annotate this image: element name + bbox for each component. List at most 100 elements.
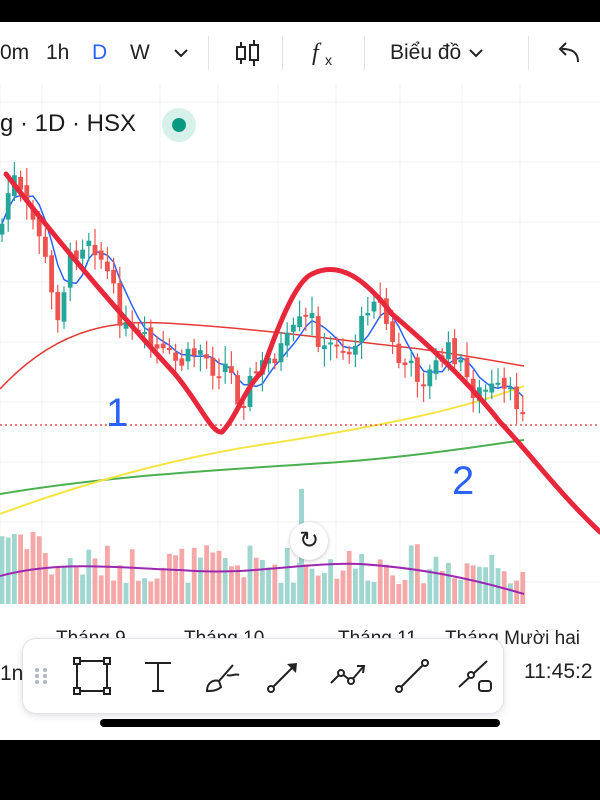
volume-bar — [0, 536, 5, 604]
candle-body — [291, 324, 296, 332]
market-status-indicator[interactable] — [162, 108, 196, 142]
volume-bar — [55, 567, 61, 604]
volume-bar — [260, 560, 265, 604]
volume-bar — [92, 558, 98, 604]
volume-bar — [477, 566, 482, 604]
symbol-info[interactable]: g · 1D · HSX — [0, 110, 137, 137]
interval-week[interactable]: W — [130, 41, 150, 64]
candle-body — [61, 292, 67, 322]
candle-body — [297, 316, 302, 328]
candle-body — [452, 338, 457, 365]
volume-bar — [322, 572, 327, 604]
candle-body — [80, 249, 85, 259]
toolbar-divider — [528, 36, 529, 70]
volume-bar — [30, 531, 36, 604]
undo-button[interactable] — [554, 38, 582, 68]
interval-day[interactable]: D — [92, 41, 108, 64]
candle-body — [402, 362, 408, 366]
interval-0m[interactable]: 0m — [0, 41, 30, 64]
volume-bar — [508, 583, 513, 604]
candle-body — [334, 344, 340, 347]
price-chart[interactable]: 1 2 g · 1D · HSX ↻ Tháng 9 Tháng 10 Thán… — [0, 84, 600, 649]
candle-body — [353, 345, 358, 355]
candle-body — [0, 223, 5, 235]
path-icon — [330, 665, 366, 685]
arrow-icon — [267, 663, 297, 693]
reset-chart-button[interactable]: ↻ — [290, 522, 328, 560]
candle-body — [483, 389, 488, 392]
rectangle-icon — [73, 657, 111, 695]
volume-bar — [198, 557, 203, 604]
brush-tool[interactable] — [199, 653, 245, 699]
candle-body — [198, 350, 203, 355]
candle-body — [415, 357, 420, 382]
grid-lines — [0, 84, 600, 604]
hand-drawn-trend-line — [3, 171, 600, 535]
candle-body — [49, 255, 54, 293]
ma-yellow-line — [0, 385, 525, 515]
candle-body — [74, 250, 79, 260]
annotation-1: 1 — [106, 391, 128, 435]
candle-body — [117, 283, 123, 326]
drag-handle[interactable] — [31, 653, 77, 699]
candle-body — [359, 315, 364, 343]
volume-bar — [346, 550, 352, 604]
arrow-tool[interactable] — [261, 653, 307, 699]
candle-body — [489, 383, 495, 393]
candle-body — [216, 376, 222, 379]
indicators-button[interactable]: f x — [310, 38, 344, 68]
volume-bar — [80, 574, 85, 604]
interval-1h[interactable]: 1h — [46, 41, 70, 64]
path-tool[interactable] — [325, 653, 371, 699]
volume-bar — [315, 575, 321, 604]
volume-bar — [43, 553, 48, 604]
volume-bar — [427, 569, 433, 604]
rectangle-tool[interactable] — [69, 653, 115, 699]
volume-bar — [235, 565, 240, 604]
candle-body — [508, 387, 513, 390]
volume-bar — [464, 563, 470, 604]
candle-body — [340, 350, 346, 353]
candle-body — [98, 250, 104, 260]
volume-bar — [204, 545, 209, 604]
trendline-icon — [395, 659, 429, 693]
volume-bar — [123, 583, 129, 604]
candle-body — [464, 357, 470, 378]
chart-canvas[interactable]: 1 2 — [0, 84, 600, 604]
volume-bar — [470, 565, 476, 604]
candle-body — [396, 343, 402, 363]
candle-body — [24, 185, 30, 203]
candle-body — [272, 358, 278, 364]
candlestick-type-button[interactable] — [234, 38, 262, 68]
text-icon — [145, 662, 171, 692]
candle-body — [142, 331, 147, 334]
reset-icon: ↻ — [298, 527, 320, 554]
volume-bar — [86, 549, 92, 604]
candle-body — [173, 352, 178, 361]
candle-body — [433, 360, 439, 374]
candle-body — [241, 406, 247, 409]
volume-bar — [18, 534, 23, 604]
candle-body — [365, 313, 371, 316]
home-indicator[interactable] — [100, 719, 500, 727]
interval-dropdown[interactable] — [172, 38, 190, 68]
volume-bar — [433, 556, 439, 604]
candle-body — [427, 369, 433, 387]
ray-tool[interactable] — [451, 653, 497, 699]
volume-bar — [216, 550, 222, 604]
annotation-2: 2 — [452, 459, 474, 503]
candle-body — [421, 384, 426, 387]
volume-bar — [61, 565, 67, 604]
volume-bar — [67, 558, 73, 604]
chart-type-label: Biểu đồ — [390, 41, 462, 64]
candle-body — [18, 176, 23, 190]
volume-bar — [371, 581, 377, 604]
volume-bar — [210, 552, 216, 604]
trendline-tool[interactable] — [389, 653, 435, 699]
volume-bar — [5, 537, 11, 604]
volume-bar — [402, 580, 408, 604]
candle-body — [371, 301, 377, 312]
candle-body — [278, 343, 284, 363]
chart-type-menu[interactable]: Biểu đồ — [390, 38, 485, 68]
text-tool[interactable] — [135, 653, 181, 699]
